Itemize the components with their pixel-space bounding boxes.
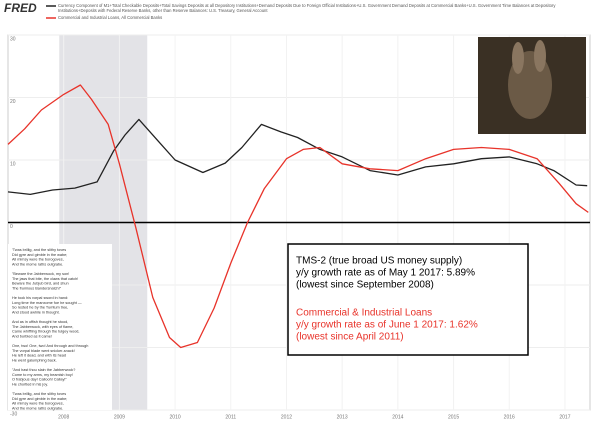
poem-line: All mimsy were the borogoves, xyxy=(12,402,64,406)
y-tick-label: 20 xyxy=(10,99,16,105)
series-line xyxy=(7,118,588,196)
poem-line: "And hast thou slain the Jabberwock? xyxy=(12,368,75,372)
poem-line: 'Twas brillig, and the slithy toves xyxy=(12,392,66,396)
poem-line: The jaws that bite, the claws that catch… xyxy=(12,277,78,281)
x-tick-label: 2016 xyxy=(504,414,515,420)
annotation-text: y/y growth rate as of June 1 2017: 1.62% xyxy=(296,320,478,331)
poem-line: He chortled in his joy. xyxy=(12,382,48,386)
poem-line: And the mome raths outgrabe. xyxy=(12,406,63,410)
x-tick-label: 2014 xyxy=(392,414,403,420)
y-tick-label: 30 xyxy=(10,36,16,42)
poem-box xyxy=(8,244,112,410)
poem-line: He took his vorpal sword in hand: xyxy=(12,296,68,300)
poem-line: Did gyre and gimble in the wabe; xyxy=(12,397,67,401)
poem-line: Came whiffling through the tulgey wood, xyxy=(12,330,79,334)
x-tick-label: 2013 xyxy=(337,414,348,420)
annotation-text: y/y growth rate as of May 1 2017: 5.89% xyxy=(296,268,475,279)
photo xyxy=(478,37,586,134)
legend-label: Currency Component of M1+Total Checkable… xyxy=(58,3,556,13)
poem-line: So rested he by the Tumtum tree, xyxy=(12,306,68,310)
x-tick-label: 2008 xyxy=(58,414,69,420)
poem-line: O frabjous day! Callooh! Callay!" xyxy=(12,378,67,382)
poem-line: The frumious Bandersnatch!" xyxy=(12,286,62,290)
poem-line: And burbled as it came! xyxy=(12,334,52,338)
x-tick-label: 2010 xyxy=(170,414,181,420)
poem-line: 'Twas brillig, and the slithy toves xyxy=(12,248,66,252)
annotation-text: (lowest since September 2008) xyxy=(296,280,434,291)
poem-line: And as in uffish thought he stood, xyxy=(12,320,68,324)
poem-line: And the mome raths outgrabe. xyxy=(12,262,63,266)
x-tick-label: 2017 xyxy=(559,414,570,420)
poem-line: Beware the Jubjub bird, and shun xyxy=(12,282,69,286)
series-line xyxy=(7,84,589,349)
poem-line: The Jabberwock, with eyes of flame, xyxy=(12,325,73,329)
legend-label: Commercial and Industrial Loans, All Com… xyxy=(58,15,163,20)
x-tick-label: 2015 xyxy=(448,414,459,420)
poem-line: Did gyre and gimble in the wabe; xyxy=(12,253,67,257)
annotation-text: (lowest since April 2011) xyxy=(296,332,404,343)
poem-line: And stood awhile in thought. xyxy=(12,310,60,314)
photo-figure xyxy=(534,40,546,72)
annotation-text: TMS-2 (true broad US money supply) xyxy=(296,256,462,267)
poem-line: The vorpal blade went snicker-snack! xyxy=(12,349,75,353)
poem-line: He left it dead, and with its head xyxy=(12,354,66,358)
poem-line: Come to my arms, my beamish boy! xyxy=(12,373,73,377)
poem-line: Long time the manxome foe he sought — xyxy=(12,301,82,305)
y-tick-label: 0 xyxy=(10,224,13,230)
x-tick-label: 2009 xyxy=(114,414,125,420)
legend: Commercial and Industrial Loans, All Com… xyxy=(58,15,163,20)
annotation-text: Commercial & Industrial Loans xyxy=(296,308,432,319)
legend: Currency Component of M1+Total Checkable… xyxy=(58,3,556,13)
photo-figure xyxy=(512,42,524,74)
annotation-box xyxy=(287,243,529,356)
x-tick-label: 2012 xyxy=(281,414,292,420)
y-tick-label: -30 xyxy=(10,411,17,417)
poem-line: One, two! One, two! And through and thro… xyxy=(12,344,88,348)
logo: FRED xyxy=(4,1,37,15)
poem-line: All mimsy were the borogoves, xyxy=(12,258,64,262)
x-tick-label: 2011 xyxy=(225,414,236,420)
y-tick-label: 10 xyxy=(10,161,16,167)
poem-line: He went galumphing back. xyxy=(12,358,57,362)
poem-line: "Beware the Jabberwock, my son! xyxy=(12,272,69,276)
